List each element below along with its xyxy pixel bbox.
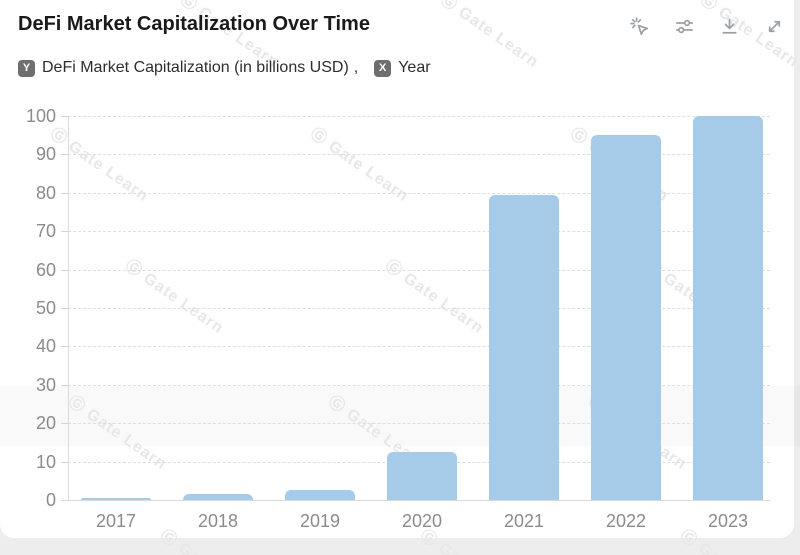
y-tick-label: 80: [35, 182, 56, 203]
y-tick-label: 10: [35, 451, 56, 472]
y-tick-mark: [61, 461, 68, 463]
expand-icon[interactable]: [763, 15, 786, 38]
y-tick-mark: [61, 231, 68, 233]
bar-2018[interactable]: [183, 494, 253, 500]
gridline-90: [68, 154, 770, 156]
x-tick-label-2020: 2020: [401, 511, 443, 531]
gridline-30: [68, 384, 770, 386]
y-axis-label: DeFi Market Capitalization (in billions …: [42, 59, 349, 76]
y-tick-mark: [61, 308, 68, 309]
gridline-50: [68, 308, 770, 309]
gridline-80: [68, 192, 770, 194]
chart-title: DeFi Market Capitalization Over Time: [18, 13, 370, 35]
y-tick-label: 70: [35, 221, 56, 242]
x-tick-label-2017: 2017: [95, 511, 137, 531]
gridline-20: [68, 423, 770, 425]
y-tick-mark: [61, 384, 68, 386]
y-tick-label: 40: [35, 336, 56, 357]
bar-2019[interactable]: [285, 490, 355, 500]
y-tick-label: 30: [35, 374, 56, 395]
y-tick-mark: [61, 423, 68, 425]
y-tick-mark: [61, 346, 68, 348]
y-tick-label: 0: [45, 490, 56, 510]
gridline-70: [68, 231, 770, 233]
download-icon[interactable]: [718, 15, 741, 38]
x-tick-label-2018: 2018: [197, 511, 239, 531]
x-axis-line: [61, 500, 770, 501]
x-axis-label: Year: [398, 59, 431, 76]
x-tick-label-2022: 2022: [605, 511, 647, 531]
chart-card: [0, 0, 794, 538]
gridline-40: [68, 346, 770, 348]
bar-2017[interactable]: [81, 498, 151, 500]
y-axis-line: [68, 116, 69, 500]
gridline-60: [68, 269, 770, 271]
x-tick-label-2021: 2021: [503, 511, 545, 531]
bar-2021[interactable]: [489, 194, 559, 500]
bar-2023[interactable]: [693, 116, 763, 500]
y-tick-label: 50: [35, 298, 56, 318]
y-tick-mark: [61, 116, 68, 117]
legend-separator: ,: [353, 59, 359, 76]
y-tick-label: 60: [35, 259, 56, 280]
y-tick-label: 100: [25, 106, 56, 126]
y-tick-mark: [61, 192, 68, 194]
chart-toolbar: [628, 15, 786, 38]
filter-sliders-icon[interactable]: [673, 15, 696, 38]
x-tick-label-2019: 2019: [299, 511, 341, 531]
x-tick-label-2023: 2023: [707, 511, 749, 531]
y-tick-label: 20: [35, 413, 56, 434]
y-tick-mark: [61, 269, 68, 271]
pointer-interaction-icon[interactable]: [628, 15, 651, 38]
axis-legend: Y DeFi Market Capitalization (in billion…: [18, 59, 431, 77]
bar-2020[interactable]: [387, 452, 457, 500]
y-tick-mark: [61, 154, 68, 156]
y-tick-label: 90: [35, 144, 56, 165]
x-axis-badge: X: [374, 59, 392, 77]
bar-2022[interactable]: [591, 135, 661, 500]
gridline-100: [68, 116, 770, 117]
y-axis-badge: Y: [18, 59, 35, 77]
